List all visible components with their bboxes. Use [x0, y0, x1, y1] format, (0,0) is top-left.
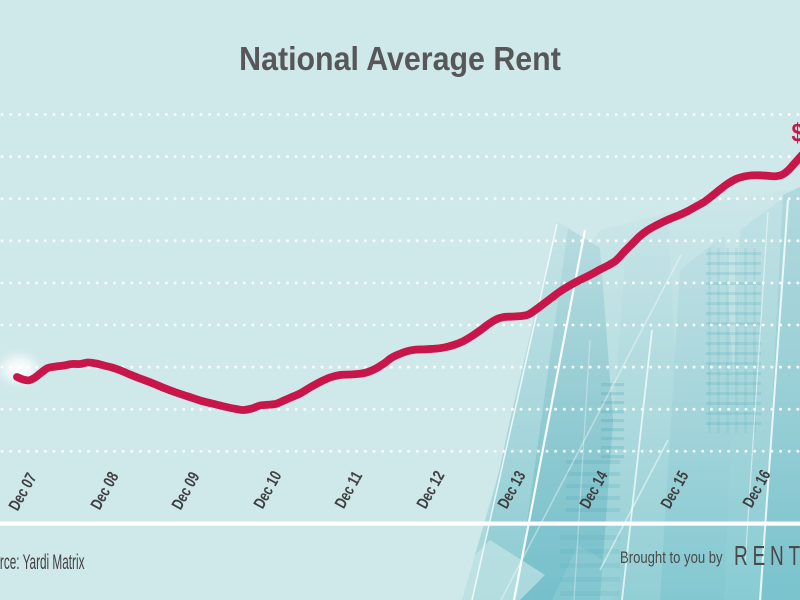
svg-text:$1,3: $1,3	[792, 119, 800, 148]
